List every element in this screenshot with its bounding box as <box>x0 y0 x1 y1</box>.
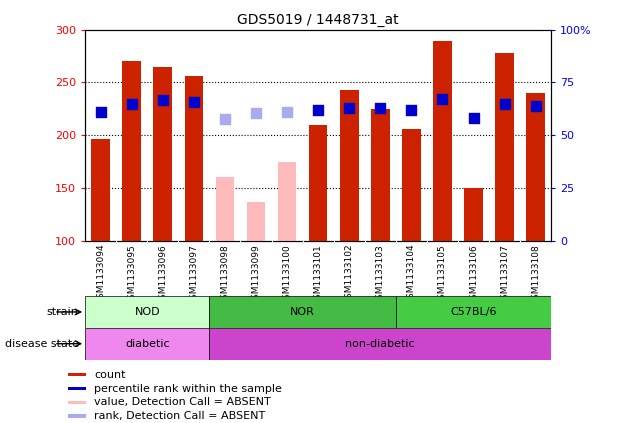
Text: disease state: disease state <box>4 339 79 349</box>
Bar <box>185 76 203 241</box>
Text: count: count <box>94 370 126 380</box>
Text: GSM1133099: GSM1133099 <box>251 244 260 305</box>
Point <box>282 109 292 115</box>
Bar <box>85 296 209 328</box>
Text: GSM1133102: GSM1133102 <box>345 244 353 305</box>
Bar <box>69 415 86 418</box>
Text: non-diabetic: non-diabetic <box>345 339 415 349</box>
Bar <box>278 162 296 241</box>
Text: GSM1133101: GSM1133101 <box>314 244 323 305</box>
Bar <box>396 296 551 328</box>
Point <box>530 102 541 109</box>
Bar <box>209 328 551 360</box>
Bar <box>154 67 172 241</box>
Text: GSM1133108: GSM1133108 <box>531 244 540 305</box>
Bar <box>371 109 389 241</box>
Bar <box>340 90 358 241</box>
Point <box>500 100 510 107</box>
Bar <box>91 139 110 241</box>
Title: GDS5019 / 1448731_at: GDS5019 / 1448731_at <box>238 13 399 27</box>
Point <box>313 107 323 113</box>
Text: GSM1133098: GSM1133098 <box>220 244 229 305</box>
Text: GSM1133094: GSM1133094 <box>96 244 105 305</box>
Text: GSM1133097: GSM1133097 <box>190 244 198 305</box>
Point <box>251 110 261 117</box>
Point <box>437 96 447 103</box>
Text: rank, Detection Call = ABSENT: rank, Detection Call = ABSENT <box>94 411 266 421</box>
Text: GSM1133103: GSM1133103 <box>376 244 385 305</box>
Point <box>96 109 106 115</box>
Text: diabetic: diabetic <box>125 339 169 349</box>
Bar <box>464 188 483 241</box>
Bar <box>215 177 234 241</box>
Text: GSM1133107: GSM1133107 <box>500 244 509 305</box>
Text: GSM1133105: GSM1133105 <box>438 244 447 305</box>
Text: strain: strain <box>47 307 79 317</box>
Text: percentile rank within the sample: percentile rank within the sample <box>94 384 282 393</box>
Bar <box>85 328 209 360</box>
Point <box>127 100 137 107</box>
Text: GSM1133104: GSM1133104 <box>407 244 416 305</box>
Bar <box>309 125 328 241</box>
Text: GSM1133100: GSM1133100 <box>283 244 292 305</box>
Text: GSM1133106: GSM1133106 <box>469 244 478 305</box>
Text: GSM1133095: GSM1133095 <box>127 244 136 305</box>
Text: GSM1133096: GSM1133096 <box>158 244 167 305</box>
Bar <box>527 93 545 241</box>
Point <box>406 107 416 113</box>
Point <box>220 116 230 123</box>
Point <box>344 104 354 111</box>
Point <box>375 104 386 111</box>
Bar <box>433 41 452 241</box>
Point <box>189 98 199 105</box>
Bar <box>495 53 514 241</box>
Text: NOR: NOR <box>290 307 315 317</box>
Point <box>158 97 168 104</box>
Bar <box>69 401 86 404</box>
Bar <box>69 387 86 390</box>
Bar <box>209 296 396 328</box>
Text: value, Detection Call = ABSENT: value, Detection Call = ABSENT <box>94 397 271 407</box>
Bar <box>402 129 421 241</box>
Text: NOD: NOD <box>134 307 160 317</box>
Bar <box>247 202 265 241</box>
Text: C57BL/6: C57BL/6 <box>450 307 497 317</box>
Point <box>469 115 479 122</box>
Bar <box>69 373 86 376</box>
Bar <box>122 61 141 241</box>
